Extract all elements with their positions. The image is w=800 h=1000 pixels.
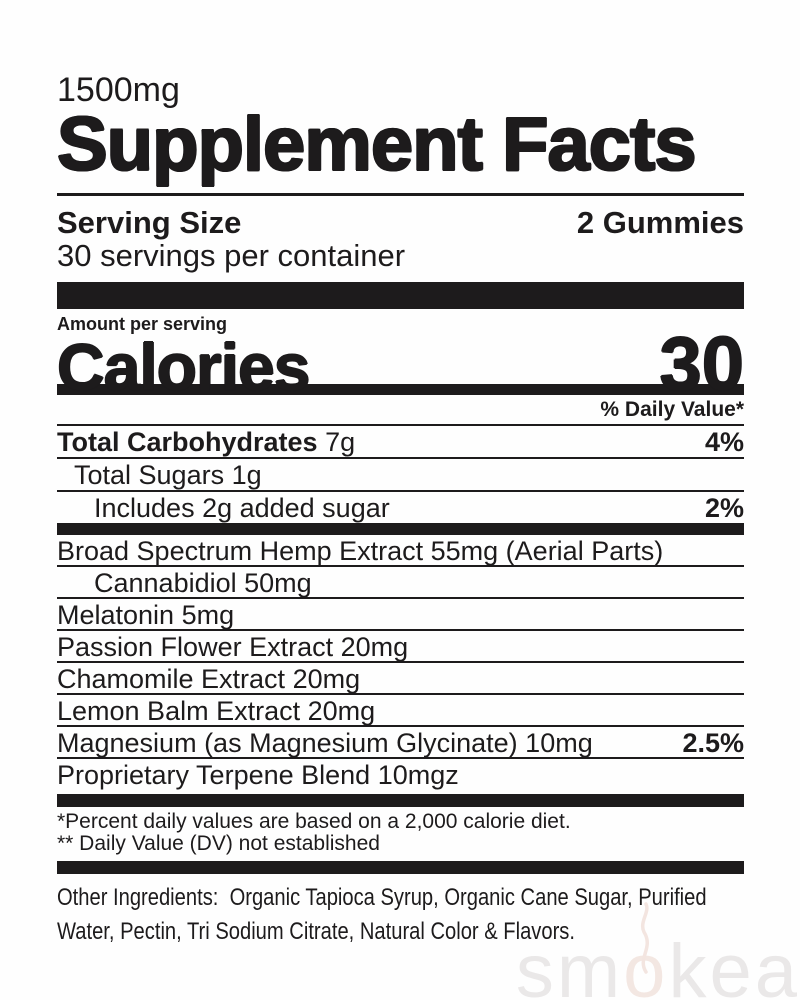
watermark-text: kea — [668, 929, 800, 1000]
nutrient-row: Broad Spectrum Hemp Extract 55mg (Aerial… — [57, 535, 744, 567]
serving-size-row: Serving Size 2 Gummies — [57, 206, 744, 240]
serving-size-label: Serving Size — [57, 205, 242, 240]
calories-value: 30 — [659, 322, 744, 407]
footnotes: *Percent daily values are based on a 2,0… — [57, 811, 744, 855]
nutrient-name: Lemon Balm Extract 20mg — [57, 696, 376, 726]
servings-per-container: 30 servings per container — [57, 238, 406, 273]
nutrient-name: Passion Flower Extract 20mg — [57, 632, 409, 662]
section-divider-bar — [57, 282, 744, 309]
nutrient-row: Melatonin 5mg — [57, 599, 744, 631]
nutrient-row: Magnesium (as Magnesium Glycinate) 10mg 2… — [57, 727, 744, 759]
active-ingredient-rows: Broad Spectrum Hemp Extract 55mg (Aerial… — [57, 535, 744, 789]
nutrient-name: Proprietary Terpene Blend 10mgz — [57, 760, 459, 790]
section-divider-bar — [57, 794, 744, 807]
nutrient-name: Total Sugars 1g — [74, 460, 262, 490]
nutrient-daily-value: 4% — [704, 427, 744, 457]
nutrient-row: Passion Flower Extract 20mg — [57, 631, 744, 663]
nutrient-row: Proprietary Terpene Blend 10mgz — [57, 759, 744, 789]
nutrient-row: Includes 2g added sugar 2% — [57, 492, 744, 523]
other-ingredients: Other Ingredients: Organic Tapioca Syrup… — [57, 881, 744, 949]
nutrient-row: Lemon Balm Extract 20mg — [57, 695, 744, 727]
other-ingredients-line: Other Ingredients: Organic Tapioca Syrup… — [57, 884, 707, 911]
nutrient-name: Melatonin 5mg — [57, 600, 235, 630]
other-ingredients-line: Water, Pectin, Tri Sodium Citrate, Natur… — [57, 918, 575, 945]
flame-icon — [640, 902, 649, 974]
facts-panel: 1500mg Supplement Facts Serving Size 2 G… — [57, 72, 744, 949]
product-strength: 1500mg — [57, 71, 180, 109]
calories-label: Calories — [57, 330, 310, 404]
nutrient-row: Total Carbohydrates 7g 4% — [57, 426, 744, 459]
nutrient-name: Chamomile Extract 20mg — [57, 664, 361, 694]
calories-row: Calories 30 — [57, 322, 744, 407]
amount-per-serving-label: Amount per serving — [57, 314, 228, 334]
nutrient-name: Total Carbohydrates 7g — [57, 427, 356, 457]
brand-watermark: smo kea — [516, 902, 800, 1000]
nutrient-name: Cannabidiol 50mg — [94, 568, 312, 598]
section-divider-bar — [57, 861, 744, 874]
nutrient-daily-value: 2.5% — [682, 728, 744, 758]
nutrient-daily-value: 2% — [704, 493, 744, 523]
nutrient-row: Cannabidiol 50mg — [57, 567, 744, 599]
section-divider-bar — [57, 523, 744, 535]
daily-value-header: % Daily Value* — [57, 395, 744, 426]
watermark-text: sm — [515, 929, 624, 1000]
nutrient-name: Broad Spectrum Hemp Extract 55mg (Aerial… — [57, 536, 664, 566]
footnote-daily-value: *Percent daily values are based on a 2,0… — [57, 810, 571, 833]
serving-size-value: 2 Gummies — [576, 205, 744, 240]
nutrient-row: Total Sugars 1g — [57, 459, 744, 492]
nutrient-name: Includes 2g added sugar — [94, 493, 390, 523]
page-title: Supplement Facts — [57, 107, 744, 196]
footnote-not-established: ** Daily Value (DV) not established — [57, 832, 380, 855]
carbohydrate-rows: Total Carbohydrates 7g 4% Total Sugars 1g I… — [57, 426, 744, 523]
nutrient-row: Chamomile Extract 20mg — [57, 663, 744, 695]
nutrient-name: Magnesium (as Magnesium Glycinate) 10mg — [57, 728, 593, 758]
